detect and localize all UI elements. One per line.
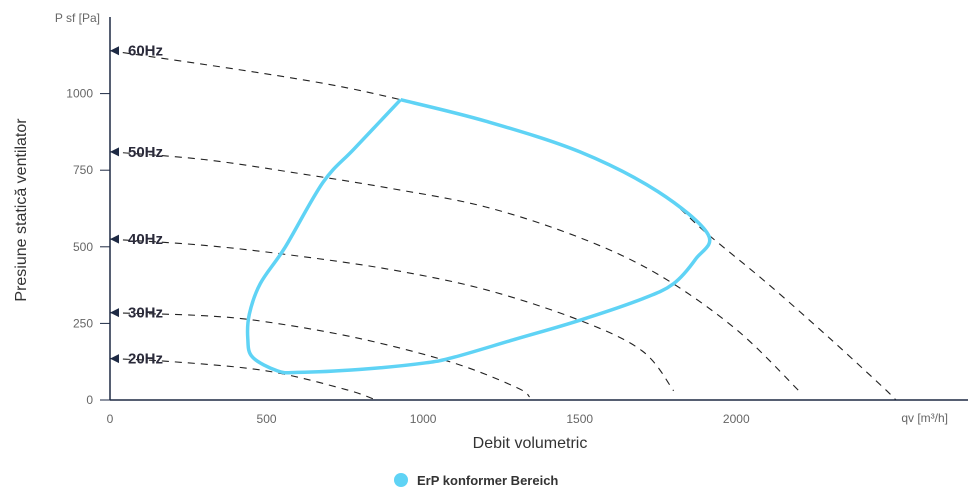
curve-arrow-icon [110,46,119,56]
legend-label: ErP konformer Bereich [417,473,558,488]
curve-label-20hz: 20Hz [128,351,163,368]
curve-20hz [109,358,377,401]
curve-50hz [109,151,800,392]
curve-arrow-icon [110,147,119,157]
x-axis-title: Debit volumetric [473,435,588,452]
y-tick-label: 250 [73,316,93,330]
x-tick-label: 1000 [410,412,437,426]
axis-ticks: 0 250 500 750 1000 0 500 1000 1500 2000 [66,87,750,426]
y-tick-label: 0 [86,393,93,407]
curve-label-40hz: 40Hz [128,231,163,248]
curve-40hz [109,238,675,392]
legend[interactable]: ErP konformer Bereich [394,473,558,488]
x-tick-label: 2000 [723,412,750,426]
frequency-curves [109,50,897,401]
x-tick-label: 500 [257,412,277,426]
curve-arrow-icon [110,234,119,244]
curve-arrow-icon [110,354,119,364]
erp-region-outline [245,98,712,375]
y-tick-label: 750 [73,163,93,177]
curve-arrow-icon [110,308,119,318]
y-tick-label: 1000 [66,87,93,101]
x-tick-label: 1500 [566,412,593,426]
y-axis-unit: P sf [Pa] [55,11,100,25]
x-axis-unit: qv [m³/h] [901,411,948,425]
y-tick-label: 500 [73,240,93,254]
curve-labels: 60Hz 50Hz 40Hz 30Hz 20Hz [110,43,163,368]
curve-label-50hz: 50Hz [128,144,163,161]
erp-region [245,98,712,375]
legend-marker [394,473,408,487]
curve-label-60hz: 60Hz [128,43,163,60]
axes [109,17,968,401]
x-tick-label: 0 [107,412,114,426]
curve-60hz [109,50,897,401]
y-axis-title: Presiune statică ventilator [13,118,30,302]
curve-30hz [109,312,530,398]
curve-label-30hz: 30Hz [128,305,163,322]
